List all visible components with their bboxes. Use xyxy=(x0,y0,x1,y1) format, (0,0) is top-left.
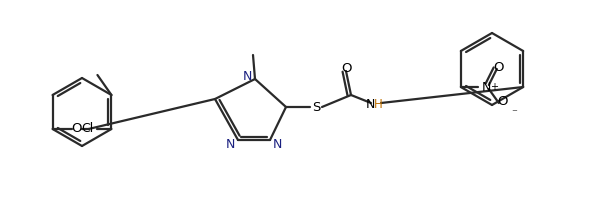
Text: O: O xyxy=(71,123,82,136)
Text: N: N xyxy=(226,138,235,151)
Text: ⁻: ⁻ xyxy=(511,108,517,118)
Text: N: N xyxy=(243,70,252,83)
Text: N: N xyxy=(482,81,491,94)
Text: O: O xyxy=(493,61,504,74)
Text: O: O xyxy=(498,95,508,108)
Text: N: N xyxy=(273,138,282,151)
Text: O: O xyxy=(341,62,351,75)
Text: +: + xyxy=(490,82,498,92)
Text: S: S xyxy=(312,100,320,113)
Text: H: H xyxy=(374,98,382,111)
Text: Cl: Cl xyxy=(81,123,93,136)
Text: N: N xyxy=(365,98,375,111)
